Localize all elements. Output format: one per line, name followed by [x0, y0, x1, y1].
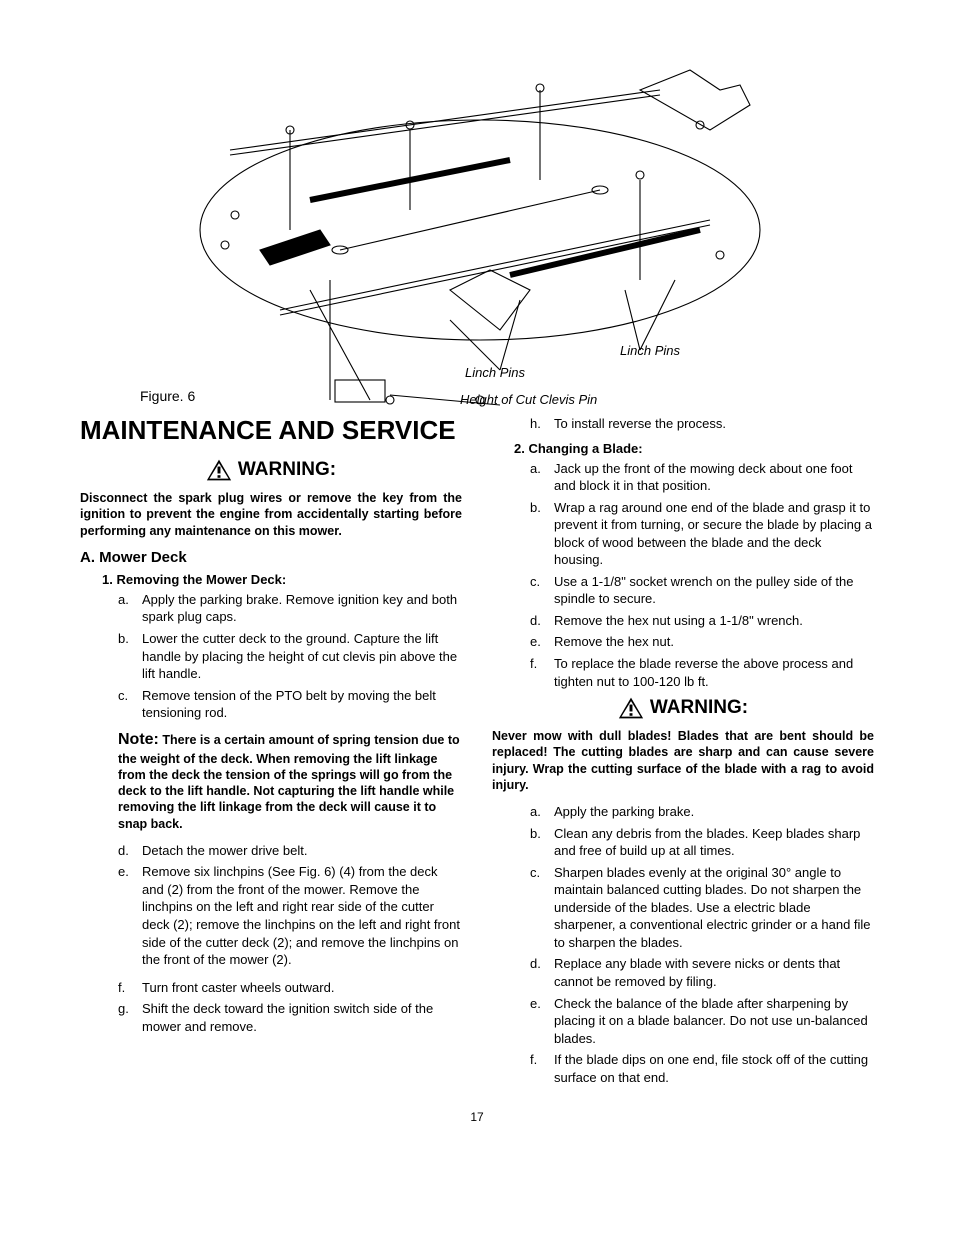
list-item: b.Lower the cutter deck to the ground. C…	[118, 630, 462, 683]
label-linch-pins-right: Linch Pins	[620, 343, 680, 358]
item-2-steps: a.Jack up the front of the mowing deck a…	[530, 460, 874, 691]
list-item: b.Wrap a rag around one end of the blade…	[530, 499, 874, 569]
list-item: f.If the blade dips on one end, file sto…	[530, 1051, 874, 1086]
list-item: e.Remove the hex nut.	[530, 633, 874, 651]
list-item: d.Detach the mower drive belt.	[118, 842, 462, 860]
list-item: e.Remove six linchpins (See Fig. 6) (4) …	[118, 863, 462, 968]
figure-caption: Figure. 6	[140, 388, 195, 404]
list-item: g.Shift the deck toward the ignition swi…	[118, 1000, 462, 1035]
two-column-body: MAINTENANCE AND SERVICE WARNING: Disconn…	[80, 415, 874, 1090]
list-item: b.Clean any debris from the blades. Keep…	[530, 825, 874, 860]
figure-6-diagram: Figure. 6 Linch Pins Linch Pins Height o…	[80, 30, 874, 410]
warning-header-2: WARNING:	[492, 696, 874, 720]
list-item: d.Remove the hex nut using a 1-1/8" wren…	[530, 612, 874, 630]
warning-body-1: Disconnect the spark plug wires or remov…	[80, 490, 462, 539]
item-1-steps: a.Apply the parking brake. Remove igniti…	[118, 591, 462, 722]
post-warning-steps: a.Apply the parking brake. b.Clean any d…	[530, 803, 874, 1086]
list-item: h.To install reverse the process.	[530, 415, 874, 433]
note-body: There is a certain amount of spring tens…	[118, 733, 460, 831]
list-item: c.Sharpen blades evenly at the original …	[530, 864, 874, 952]
list-item: f.To replace the blade reverse the above…	[530, 655, 874, 690]
item-1-title: 1. Removing the Mower Deck:	[102, 572, 462, 587]
list-item: c.Remove tension of the PTO belt by movi…	[118, 687, 462, 722]
item-1-steps-cont: d.Detach the mower drive belt. e.Remove …	[118, 842, 462, 1035]
note-lead: Note:	[118, 731, 159, 748]
list-item: a.Jack up the front of the mowing deck a…	[530, 460, 874, 495]
item-2-title: 2. Changing a Blade:	[514, 441, 874, 456]
warning-label: WARNING:	[650, 697, 748, 719]
list-item: a.Apply the parking brake.	[530, 803, 874, 821]
right-column: h.To install reverse the process. 2. Cha…	[492, 415, 874, 1090]
warning-body-2: Never mow with dull blades! Blades that …	[492, 728, 874, 793]
label-linch-pins-left: Linch Pins	[465, 365, 525, 380]
list-item: c.Use a 1-1/8" socket wrench on the pull…	[530, 573, 874, 608]
warning-label: WARNING:	[238, 459, 336, 481]
page-number: 17	[80, 1110, 874, 1124]
list-item: f.Turn front caster wheels outward.	[118, 979, 462, 997]
subsection-a: A. Mower Deck	[80, 549, 462, 566]
note-block: Note: There is a certain amount of sprin…	[118, 730, 462, 832]
mechanical-diagram-svg	[80, 30, 874, 410]
list-item: a.Apply the parking brake. Remove igniti…	[118, 591, 462, 626]
section-title: MAINTENANCE AND SERVICE	[80, 415, 462, 446]
list-item: d.Replace any blade with severe nicks or…	[530, 955, 874, 990]
label-clevis-pin: Height of Cut Clevis Pin	[460, 392, 597, 407]
warning-icon	[618, 696, 644, 720]
item-1-steps-end: h.To install reverse the process.	[530, 415, 874, 433]
warning-header-1: WARNING:	[80, 458, 462, 482]
list-item: e.Check the balance of the blade after s…	[530, 995, 874, 1048]
left-column: MAINTENANCE AND SERVICE WARNING: Disconn…	[80, 415, 462, 1090]
warning-icon	[206, 458, 232, 482]
